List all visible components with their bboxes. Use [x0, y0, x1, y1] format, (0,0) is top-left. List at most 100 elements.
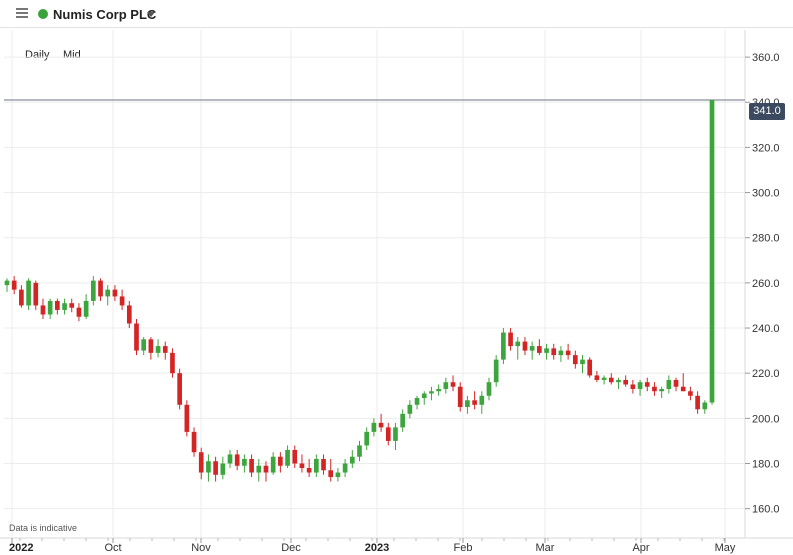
candle: [198, 447, 204, 480]
candle-body: [501, 332, 506, 360]
candle: [83, 294, 89, 319]
candle-body: [457, 386, 463, 408]
candle: [177, 368, 182, 410]
candle-body: [623, 379, 629, 385]
candle: [421, 391, 427, 405]
candle-body: [644, 382, 650, 387]
candle: [40, 298, 46, 319]
candle-body: [601, 377, 607, 380]
candle: [119, 289, 125, 310]
candle-body: [616, 379, 621, 383]
instrument-selector[interactable]: Numis Corp PLC: [53, 7, 157, 22]
candle-body: [40, 305, 46, 315]
candle: [486, 377, 492, 401]
candle: [278, 452, 283, 473]
y-tick-label: 320.0: [752, 142, 780, 154]
candle: [69, 298, 75, 313]
candle-body: [688, 391, 693, 396]
candle-body: [349, 456, 355, 464]
candle: [544, 343, 549, 360]
chevron-down-icon[interactable]: [147, 12, 155, 17]
candle: [76, 303, 82, 322]
candle: [580, 355, 585, 374]
candle-body: [191, 431, 197, 453]
candle: [371, 418, 377, 437]
candle: [349, 449, 355, 469]
candle-body: [493, 359, 499, 383]
candle-body: [141, 339, 147, 351]
candle: [393, 422, 398, 450]
candle: [213, 456, 218, 482]
candle: [220, 456, 226, 480]
candle-body: [62, 303, 67, 310]
candle: [148, 337, 154, 360]
candle-body: [385, 427, 391, 441]
candle: [90, 276, 96, 306]
candle: [162, 341, 168, 360]
candle-body: [414, 398, 420, 405]
candle: [11, 276, 17, 295]
candle: [26, 278, 31, 310]
candle-body: [306, 468, 312, 473]
candle: [126, 300, 132, 329]
price-type-selector[interactable]: Mid: [63, 49, 81, 61]
candle-body: [680, 386, 686, 392]
candle-body: [335, 472, 341, 478]
candle-body: [134, 323, 139, 351]
y-tick-label: 240.0: [752, 323, 780, 335]
candle-body: [177, 373, 182, 405]
candle: [299, 454, 305, 473]
candle: [19, 285, 24, 308]
candle: [601, 375, 607, 385]
x-tick-label: Apr: [632, 542, 649, 554]
candle: [98, 278, 103, 301]
candle: [328, 458, 334, 482]
candle: [695, 391, 700, 414]
candle-body: [479, 395, 485, 405]
x-tick-label: May: [715, 542, 736, 554]
candle-body: [321, 458, 326, 471]
interval-selector[interactable]: Daily: [25, 49, 50, 61]
candle-body: [393, 427, 398, 441]
candle-body: [436, 388, 441, 392]
candle-body: [580, 359, 585, 365]
candle-body: [69, 303, 75, 308]
candle-body: [702, 402, 708, 410]
candle-body: [709, 99, 715, 403]
candle-body: [537, 346, 542, 353]
candle-body: [98, 280, 103, 297]
candle: [313, 454, 319, 478]
candle: [515, 337, 521, 360]
candle-body: [227, 454, 233, 464]
candle-body: [529, 346, 535, 351]
candle-body: [515, 341, 521, 347]
candle: [644, 377, 650, 392]
candle: [666, 375, 672, 394]
candle: [608, 373, 614, 385]
last-price-label: 341.0: [753, 105, 781, 117]
candle: [529, 341, 535, 360]
candle-body: [465, 400, 470, 408]
hamburger-menu-icon[interactable]: [16, 8, 28, 18]
candle-body: [83, 300, 89, 317]
candle: [55, 298, 60, 315]
candle-body: [11, 280, 17, 290]
disclaimer-text: Data is indicative: [9, 523, 78, 533]
x-tick-label: Oct: [104, 542, 121, 554]
candle: [688, 386, 693, 401]
candle-body: [256, 465, 262, 473]
candle-body: [184, 404, 190, 432]
candle-body: [652, 386, 657, 392]
candle-body: [220, 463, 226, 475]
candle-body: [242, 458, 247, 466]
candle: [680, 373, 686, 392]
candle: [630, 379, 636, 394]
candle-body: [558, 350, 564, 356]
candle: [170, 348, 175, 378]
candle: [105, 285, 111, 306]
candle-body: [637, 382, 643, 389]
candle-body: [378, 422, 384, 428]
candle-body: [126, 305, 132, 324]
candle: [227, 449, 233, 469]
